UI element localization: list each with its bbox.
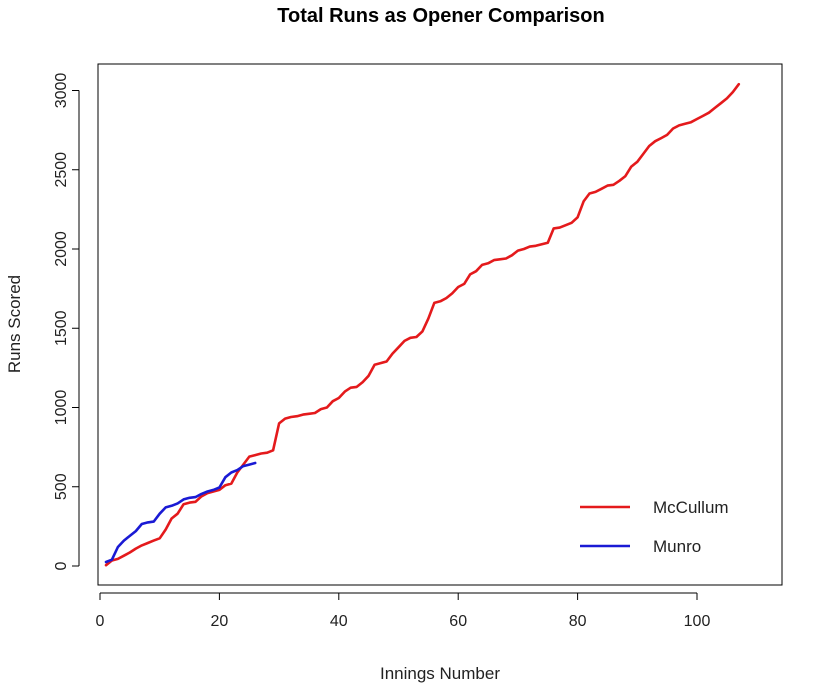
x-tick-label: 60: [449, 613, 467, 630]
series-line-mccullum: [104, 82, 741, 567]
chart-title: Total Runs as Opener Comparison: [277, 5, 604, 27]
x-tick-label: 40: [330, 613, 348, 630]
series-line-munro: [104, 461, 257, 564]
y-tick-label: 2000: [53, 231, 70, 267]
x-tick-label: 20: [211, 613, 229, 630]
series-layer: [104, 82, 741, 567]
x-tick-label: 0: [96, 613, 105, 630]
y-axis: 0 500 1000 1500 2000 2500 3000: [53, 73, 80, 570]
plot-area-border: [97, 63, 783, 586]
x-tick-label: 100: [684, 613, 711, 630]
y-tick-label: 2500: [53, 152, 70, 188]
y-tick-label: 3000: [53, 73, 70, 109]
y-axis-label: Runs Scored: [5, 275, 24, 373]
legend: McCullum Munro: [580, 498, 729, 556]
y-tick-label: 500: [53, 473, 70, 500]
y-tick-label: 0: [53, 561, 70, 570]
x-axis: 0 20 40 60 80 100: [96, 592, 711, 630]
x-axis-label: Innings Number: [380, 664, 500, 683]
x-tick-label: 80: [569, 613, 587, 630]
y-tick-label: 1000: [53, 390, 70, 426]
y-tick-label: 1500: [53, 310, 70, 346]
legend-label-mccullum: McCullum: [653, 498, 729, 517]
legend-label-munro: Munro: [653, 537, 701, 556]
